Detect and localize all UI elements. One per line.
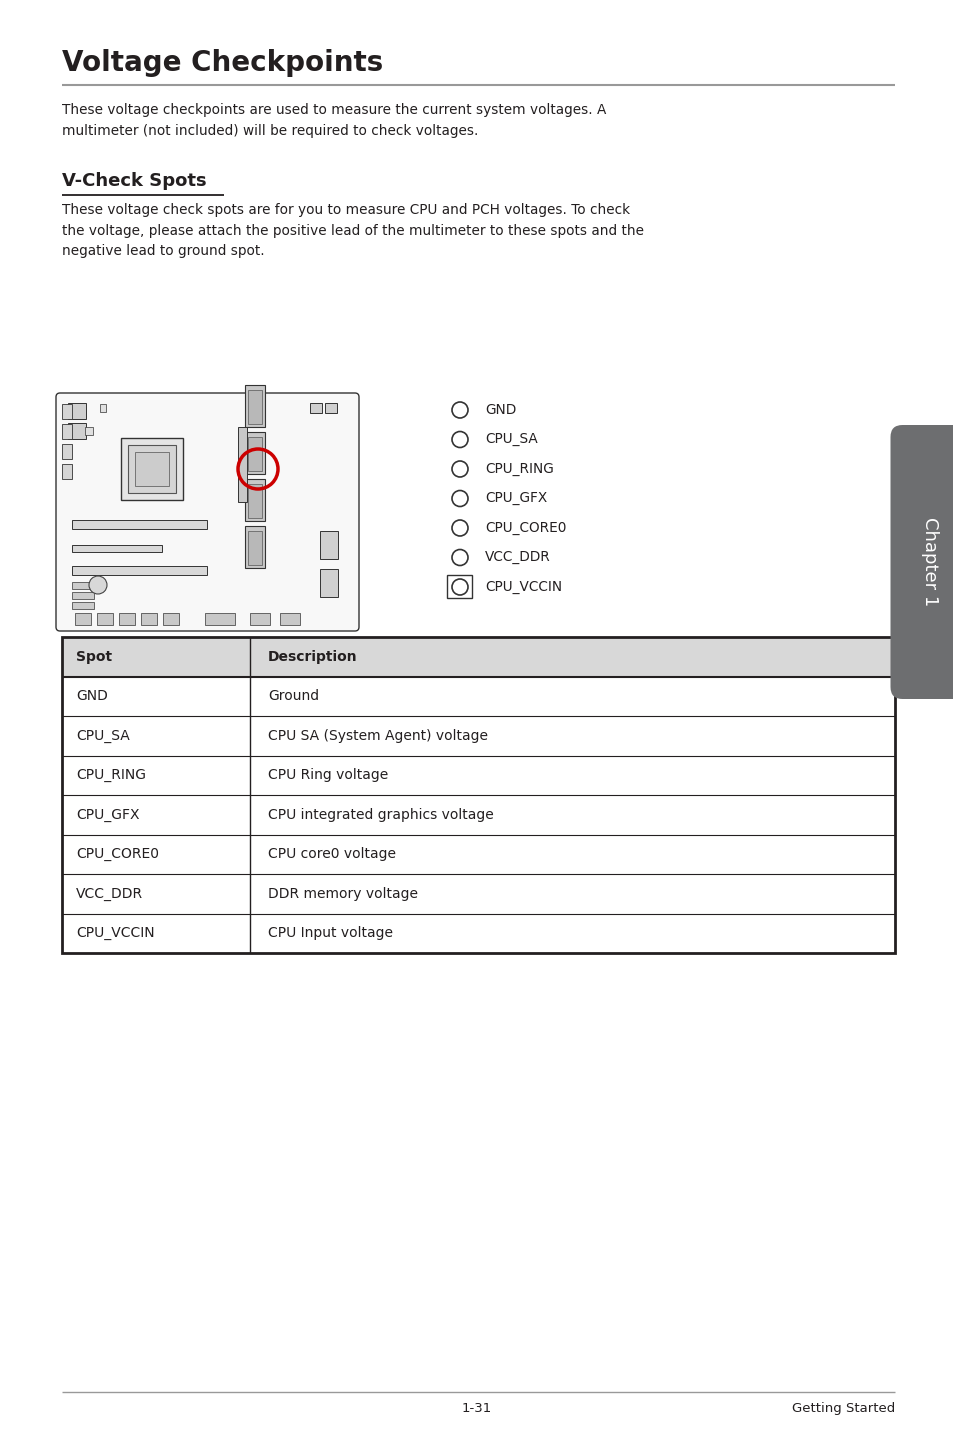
- Bar: [128, 445, 175, 493]
- Bar: [62, 444, 71, 460]
- Text: V-Check Spots: V-Check Spots: [62, 172, 207, 190]
- Bar: [135, 453, 169, 485]
- Text: CPU_RING: CPU_RING: [76, 768, 146, 782]
- Bar: [71, 591, 94, 599]
- Text: CPU Ring voltage: CPU Ring voltage: [268, 768, 388, 782]
- Text: CPU integrated graphics voltage: CPU integrated graphics voltage: [268, 808, 494, 822]
- Bar: [71, 520, 207, 528]
- Text: Voltage Checkpoints: Voltage Checkpoints: [62, 49, 383, 77]
- Text: CPU Input voltage: CPU Input voltage: [268, 927, 393, 941]
- Bar: [71, 546, 162, 551]
- Bar: [97, 613, 112, 624]
- Text: CPU_GFX: CPU_GFX: [484, 491, 547, 505]
- Bar: [319, 531, 337, 558]
- Text: CPU_CORE0: CPU_CORE0: [484, 521, 566, 536]
- Bar: [62, 424, 71, 440]
- Bar: [319, 569, 337, 597]
- Bar: [121, 438, 183, 500]
- Bar: [205, 613, 234, 624]
- Text: Getting Started: Getting Started: [791, 1402, 894, 1415]
- Bar: [71, 601, 94, 609]
- Text: Description: Description: [268, 650, 357, 664]
- Bar: [248, 390, 262, 424]
- Bar: [237, 427, 247, 503]
- Text: CPU core0 voltage: CPU core0 voltage: [268, 848, 395, 861]
- Text: Spot: Spot: [76, 650, 112, 664]
- Bar: [62, 637, 894, 954]
- Bar: [68, 402, 86, 420]
- Bar: [250, 613, 270, 624]
- Bar: [245, 432, 265, 474]
- Bar: [68, 422, 86, 440]
- Text: 1-31: 1-31: [461, 1402, 492, 1415]
- Bar: [62, 464, 71, 478]
- Text: CPU_RING: CPU_RING: [484, 463, 553, 475]
- Text: CPU_GFX: CPU_GFX: [76, 808, 139, 822]
- Text: CPU_VCCIN: CPU_VCCIN: [76, 927, 154, 941]
- Bar: [248, 531, 262, 566]
- Text: CPU_SA: CPU_SA: [76, 729, 130, 743]
- Bar: [245, 478, 265, 521]
- Bar: [75, 613, 91, 624]
- Text: CPU_CORE0: CPU_CORE0: [76, 848, 159, 861]
- Bar: [85, 427, 92, 435]
- Text: CPU_VCCIN: CPU_VCCIN: [484, 580, 561, 594]
- Bar: [447, 576, 472, 599]
- Bar: [119, 613, 135, 624]
- Bar: [245, 385, 265, 427]
- Text: CPU_SA: CPU_SA: [484, 432, 537, 447]
- Text: These voltage check spots are for you to measure CPU and PCH voltages. To check
: These voltage check spots are for you to…: [62, 203, 643, 258]
- Bar: [310, 402, 322, 412]
- Bar: [163, 613, 179, 624]
- Text: VCC_DDR: VCC_DDR: [484, 550, 550, 564]
- Text: VCC_DDR: VCC_DDR: [76, 886, 143, 901]
- Text: Chapter 1: Chapter 1: [920, 517, 938, 607]
- Text: CPU SA (System Agent) voltage: CPU SA (System Agent) voltage: [268, 729, 488, 743]
- Text: GND: GND: [484, 402, 516, 417]
- FancyBboxPatch shape: [889, 425, 953, 699]
- Bar: [62, 637, 894, 676]
- Bar: [62, 404, 71, 420]
- Bar: [245, 526, 265, 569]
- Text: GND: GND: [76, 689, 108, 703]
- Bar: [71, 566, 207, 576]
- Text: DDR memory voltage: DDR memory voltage: [268, 886, 417, 901]
- FancyBboxPatch shape: [56, 392, 358, 632]
- Bar: [280, 613, 299, 624]
- Bar: [141, 613, 157, 624]
- Text: Ground: Ground: [268, 689, 319, 703]
- Bar: [248, 484, 262, 518]
- Circle shape: [89, 576, 107, 594]
- Text: These voltage checkpoints are used to measure the current system voltages. A
mul: These voltage checkpoints are used to me…: [62, 103, 606, 137]
- Bar: [71, 581, 94, 589]
- Bar: [100, 404, 106, 412]
- Bar: [325, 402, 336, 412]
- Bar: [248, 437, 262, 471]
